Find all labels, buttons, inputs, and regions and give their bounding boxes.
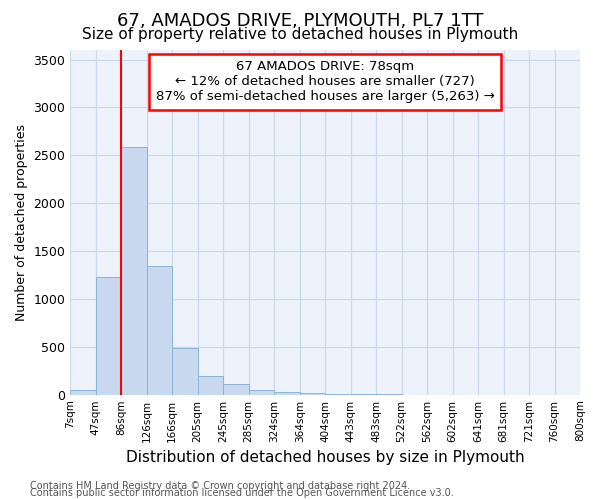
Bar (96, 277, 121, 394)
Y-axis label: Number of detached properties: Number of detached properties (15, 124, 28, 321)
Bar (147, 266, 172, 394)
Text: Contains public sector information licensed under the Open Government Licence v3: Contains public sector information licen… (30, 488, 454, 498)
Text: 67, AMADOS DRIVE, PLYMOUTH, PL7 1TT: 67, AMADOS DRIVE, PLYMOUTH, PL7 1TT (117, 12, 483, 30)
Bar (299, 393, 325, 394)
Bar (274, 392, 299, 394)
Text: Size of property relative to detached houses in Plymouth: Size of property relative to detached ho… (82, 28, 518, 42)
Bar (223, 384, 248, 394)
Text: Contains HM Land Registry data © Crown copyright and database right 2024.: Contains HM Land Registry data © Crown c… (30, 481, 410, 491)
Bar (121, 146, 147, 394)
Bar (172, 348, 198, 395)
Bar (248, 390, 274, 394)
Bar (70, 390, 96, 394)
X-axis label: Distribution of detached houses by size in Plymouth: Distribution of detached houses by size … (126, 450, 524, 465)
Text: 67 AMADOS DRIVE: 78sqm
← 12% of detached houses are smaller (727)
87% of semi-de: 67 AMADOS DRIVE: 78sqm ← 12% of detached… (156, 60, 494, 104)
Bar (198, 376, 223, 394)
